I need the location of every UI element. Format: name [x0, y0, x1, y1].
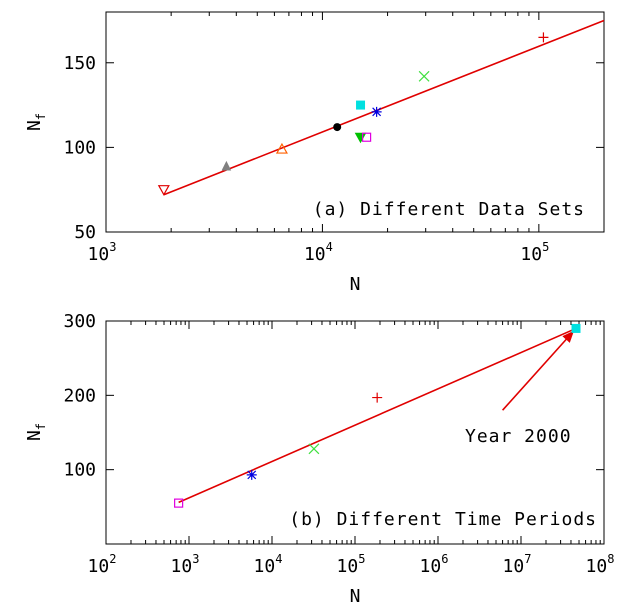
y-tick-label: 100: [63, 137, 96, 158]
data-point-square-open: [362, 132, 372, 142]
data-point-asterisk: [371, 106, 382, 117]
panel-b-ticks: [105, 320, 605, 544]
x-tick-label: 105: [337, 552, 366, 577]
panel-b-x-tick-labels: 102 103 104 105 106 107 108: [88, 552, 615, 577]
panel-a-y-axis-label-main: N: [24, 120, 45, 131]
data-point-triangle-down-open: [157, 185, 170, 196]
panel-a-y-axis-label: Nf: [24, 113, 48, 131]
x-tick-label: 104: [304, 240, 333, 265]
x-tick-label: 105: [520, 240, 549, 265]
data-point-asterisk: [246, 469, 257, 480]
panel-a-frame: [105, 11, 605, 233]
panel-a-ticks: [105, 12, 604, 233]
x-tick-label: 107: [503, 552, 532, 577]
panel-b: 100 200 300 102 103 104 105 106 107 108 (b) Diff…: [24, 311, 614, 607]
x-tick-label: 102: [88, 552, 117, 577]
y-tick-label: 200: [63, 385, 96, 406]
y-tick-label: 150: [63, 53, 96, 74]
panel-b-y-tick-labels: 100 200 300: [63, 311, 96, 481]
x-tick-label: 103: [171, 552, 200, 577]
data-point-plus: [538, 32, 549, 43]
x-tick-label: 106: [420, 552, 449, 577]
y-tick-label: 300: [63, 311, 96, 332]
panel-b-y-axis-label-sub: f: [34, 423, 48, 430]
panel-b-fit-line: [178, 327, 577, 504]
panel-a-annotation: (a) Different Data Sets: [313, 199, 585, 220]
panel-b-points: [174, 323, 581, 508]
panel-a-y-axis-label-sub: f: [34, 113, 48, 120]
panel-b-x-axis-label: N: [350, 586, 361, 607]
x-tick-label: 108: [586, 552, 615, 577]
panel-a-fit-line: [163, 19, 605, 196]
data-point-square-filled: [356, 100, 366, 110]
panel-a-y-tick-labels: 50 100 150: [63, 53, 96, 243]
data-point-circle-filled: [333, 123, 342, 132]
x-tick-label: 103: [88, 240, 117, 265]
y-tick-label: 100: [63, 460, 96, 481]
data-point-cross: [308, 443, 320, 455]
data-point-plus: [372, 392, 383, 403]
y-tick-label: 50: [74, 222, 96, 243]
svg-text:Nf: Nf: [24, 113, 48, 131]
panel-b-y-axis-label-main: N: [24, 430, 45, 441]
data-point-square-open: [174, 498, 184, 508]
data-point-square-filled: [571, 323, 581, 333]
panel-a-x-tick-labels: 103 104 105: [88, 240, 550, 265]
x-tick-label: 104: [254, 552, 283, 577]
panel-a: 50 100 150 103 104 105 (a) Different Data Se…: [24, 11, 605, 295]
data-point-triangle-up-open: [275, 142, 288, 154]
data-point-cross: [418, 70, 430, 82]
data-point-triangle-up-filled: [221, 160, 232, 171]
panel-b-y-axis-label: Nf: [24, 423, 48, 441]
panel-a-x-axis-label: N: [350, 274, 361, 295]
panel-a-points: [157, 32, 549, 196]
panel-b-annotation: (b) Different Time Periods: [289, 509, 597, 530]
year-2000-arrow: [501, 330, 575, 411]
year-2000-label: Year 2000: [465, 426, 572, 447]
svg-text:Nf: Nf: [24, 423, 48, 441]
